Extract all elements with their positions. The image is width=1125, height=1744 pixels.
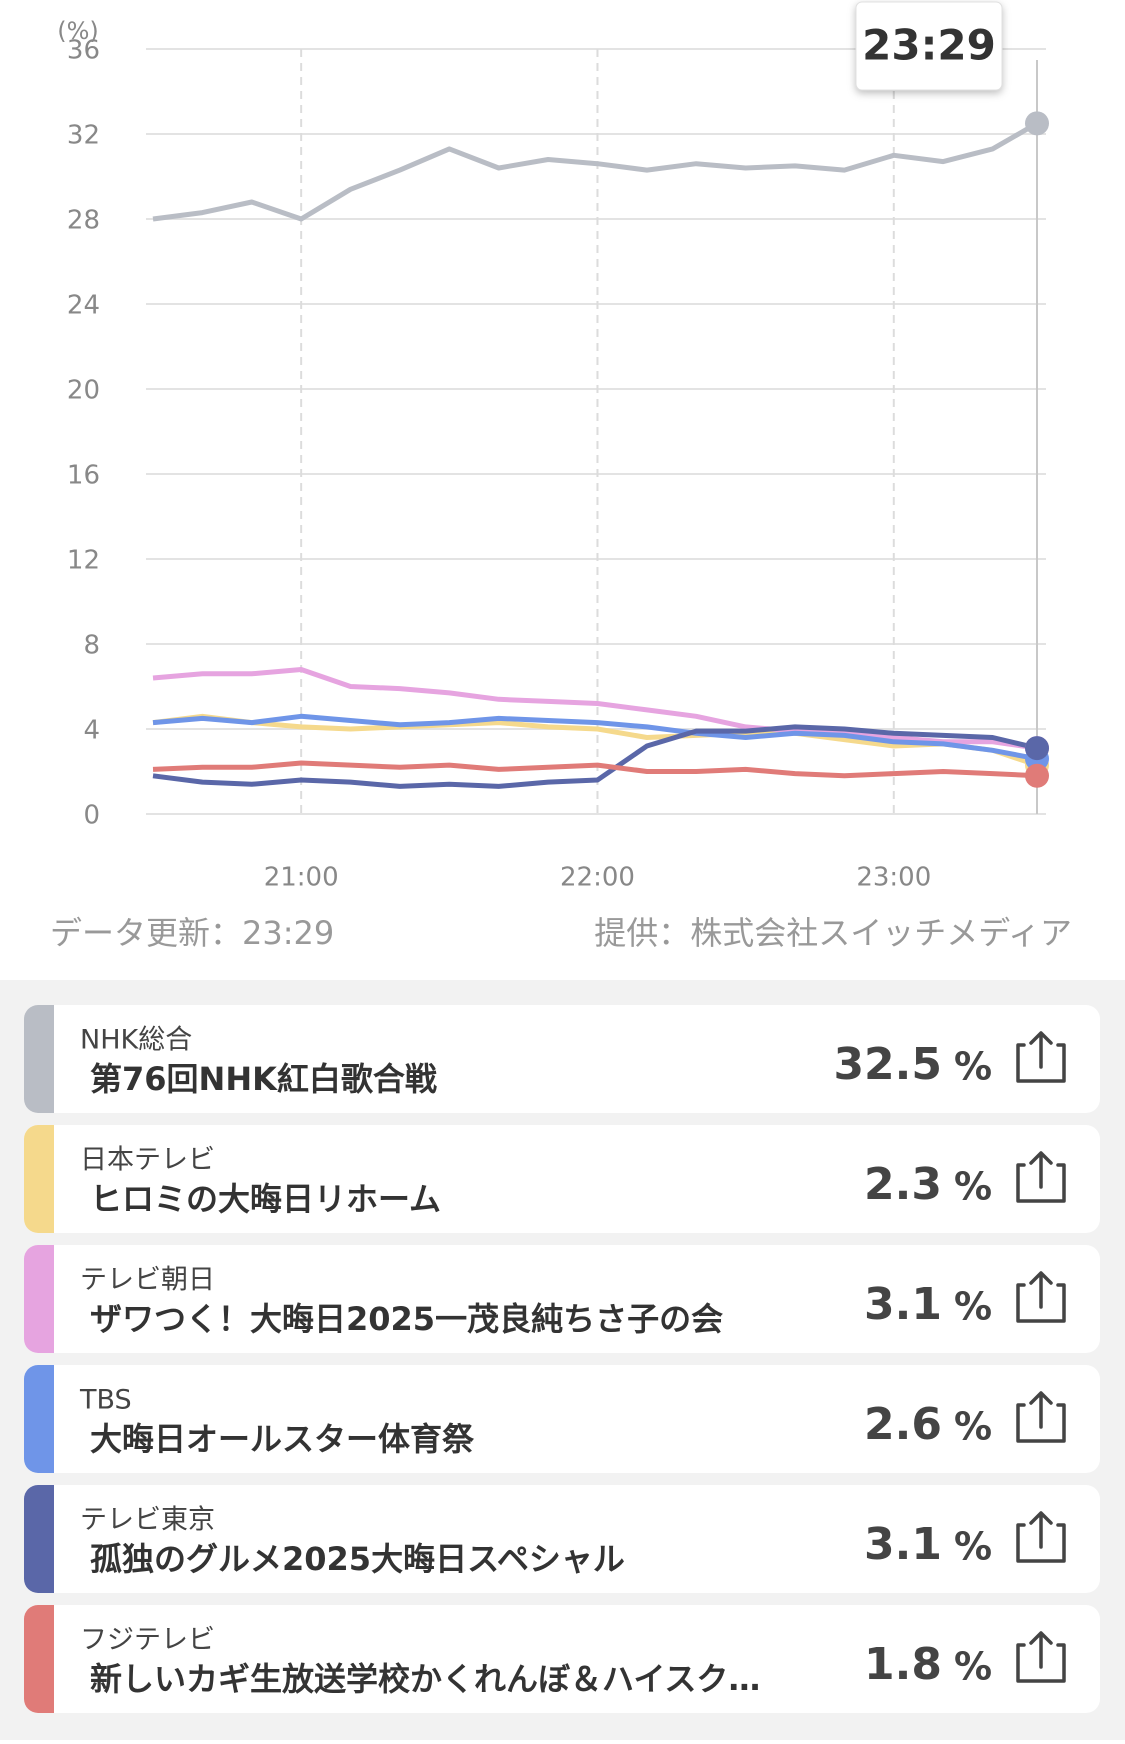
end-marker bbox=[1025, 763, 1049, 788]
share-icon[interactable] bbox=[1016, 1631, 1066, 1683]
card-bg bbox=[24, 1125, 1100, 1233]
program-title: ヒロミの大晦日リホーム bbox=[90, 1180, 441, 1218]
y-tick-label: 16 bbox=[67, 461, 100, 491]
program-title: 新しいカギ生放送学校かくれんぼ＆ハイスク… bbox=[90, 1660, 760, 1698]
x-tick-label: 22:00 bbox=[560, 863, 635, 893]
rating-value: 32.5 bbox=[833, 1039, 942, 1090]
series-line bbox=[152, 760, 1038, 779]
tooltip-box bbox=[855, 1, 1003, 91]
y-tick-label: 4 bbox=[83, 716, 100, 746]
end-marker bbox=[1025, 111, 1049, 136]
source-text: 提供：株式会社スイッチメディア bbox=[594, 914, 1072, 952]
rating-unit: % bbox=[954, 1405, 992, 1449]
card-color-strip bbox=[24, 1245, 54, 1353]
y-tick-label: 36 bbox=[67, 36, 100, 66]
rating-value: 3.1 bbox=[864, 1279, 942, 1330]
program-title: 大晦日オールスター体育祭 bbox=[90, 1420, 475, 1458]
share-icon[interactable] bbox=[1016, 1151, 1066, 1203]
card-bg bbox=[24, 1005, 1100, 1113]
channel-name: 日本テレビ bbox=[80, 1145, 215, 1176]
card-color-strip bbox=[24, 1005, 54, 1113]
share-icon[interactable] bbox=[1016, 1271, 1066, 1323]
channel-name: テレビ朝日 bbox=[80, 1265, 215, 1296]
rating-unit: % bbox=[954, 1285, 992, 1329]
y-tick-label: 20 bbox=[67, 376, 100, 406]
series-line bbox=[152, 121, 1039, 222]
y-tick-label: 12 bbox=[67, 546, 100, 576]
y-unit: (%) bbox=[57, 17, 99, 45]
channel-name: TBS bbox=[79, 1385, 132, 1416]
card-color-strip bbox=[24, 1125, 54, 1233]
x-tick-label: 21:00 bbox=[264, 863, 339, 893]
channel-name: フジテレビ bbox=[80, 1625, 215, 1656]
card-color-strip bbox=[24, 1485, 54, 1593]
channel-card[interactable]: TBS 大晦日オールスター体育祭 2.6% bbox=[24, 1365, 1100, 1473]
card-color-strip bbox=[24, 1605, 54, 1713]
y-tick-label: 28 bbox=[67, 206, 100, 236]
rating-value: 3.1 bbox=[864, 1519, 942, 1570]
card-bg bbox=[24, 1245, 1100, 1353]
card-bg bbox=[24, 1365, 1100, 1473]
y-tick-label: 32 bbox=[67, 121, 100, 151]
rating-value: 2.3 bbox=[864, 1159, 942, 1210]
y-tick-label: 24 bbox=[67, 291, 100, 321]
share-icon[interactable] bbox=[1016, 1391, 1066, 1443]
card-color-strip bbox=[24, 1365, 54, 1473]
rating-unit: % bbox=[954, 1525, 992, 1569]
y-tick-label: 8 bbox=[83, 631, 100, 661]
update-text: データ更新：23:29 bbox=[50, 914, 334, 952]
rating-unit: % bbox=[954, 1045, 992, 1089]
share-icon[interactable] bbox=[1016, 1511, 1066, 1563]
end-marker bbox=[1025, 736, 1049, 761]
card-bg bbox=[24, 1485, 1100, 1593]
y-tick-label: 0 bbox=[83, 801, 100, 831]
channel-name: NHK総合 bbox=[80, 1025, 192, 1056]
series-line bbox=[152, 713, 1038, 762]
program-title: ザワつく！大晦日2025一茂良純ちさ子の会 bbox=[90, 1300, 723, 1338]
share-icon[interactable] bbox=[1016, 1031, 1066, 1083]
card-bg bbox=[24, 1605, 1100, 1713]
tooltip-text: 23:29 bbox=[862, 21, 996, 70]
program-title: 第76回NHK紅白歌合戦 bbox=[90, 1060, 437, 1098]
rating-value: 1.8 bbox=[864, 1639, 942, 1690]
series-line bbox=[152, 724, 1038, 789]
channel-name: テレビ東京 bbox=[80, 1505, 215, 1536]
program-title: 孤独のグルメ2025大晦日スペシャル bbox=[90, 1540, 625, 1578]
series-line bbox=[152, 713, 1038, 768]
rating-unit: % bbox=[954, 1645, 992, 1689]
x-tick-label: 23:00 bbox=[856, 863, 931, 893]
series-line bbox=[152, 667, 1038, 751]
rating-unit: % bbox=[954, 1165, 992, 1209]
rating-value: 2.6 bbox=[864, 1399, 942, 1450]
